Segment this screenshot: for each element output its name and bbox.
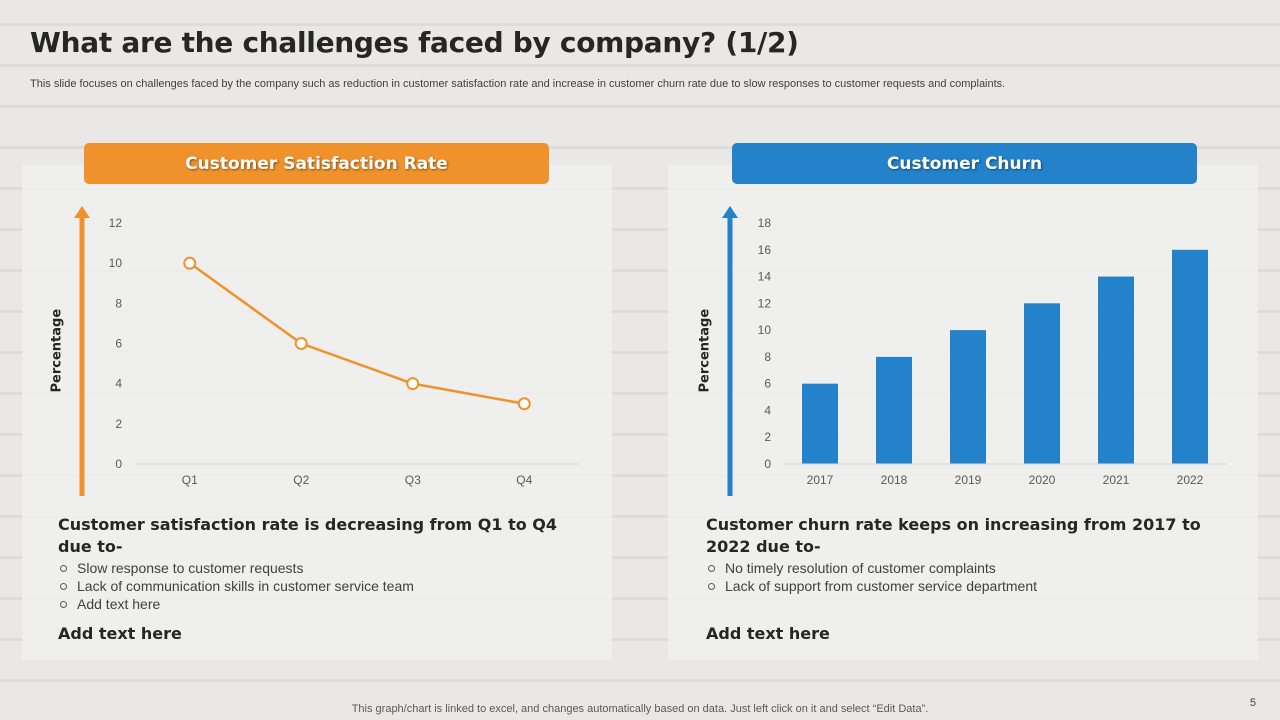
- data-point: [294, 337, 308, 350]
- slide-title: What are the challenges faced by company…: [30, 26, 799, 59]
- y-tick-label: 0: [115, 457, 122, 471]
- satisfaction-header: Customer Satisfaction Rate: [84, 143, 549, 184]
- right-bullet-text: Lack of support from customer service de…: [725, 578, 1038, 594]
- left-bullet-list: Slow response to customer requests Lack o…: [58, 559, 578, 613]
- left-bullet-item: Slow response to customer requests: [58, 559, 578, 577]
- right-axis-arrow: [722, 206, 738, 496]
- right-y-axis-label: Percentage: [697, 308, 713, 393]
- left-bullet-item: Lack of communication skills in customer…: [58, 577, 578, 595]
- x-tick-label: Q1: [182, 473, 198, 487]
- left-add-text[interactable]: Add text here: [58, 624, 182, 643]
- churn-header: Customer Churn: [732, 143, 1197, 184]
- x-tick-label: Q3: [405, 473, 421, 487]
- right-summary: Customer churn rate keeps on increasing …: [706, 515, 1201, 556]
- data-point: [517, 397, 531, 411]
- bullet-circle-icon: [708, 565, 715, 572]
- left-panel: [22, 165, 612, 660]
- left-bullet-item: Add text here: [58, 595, 578, 613]
- data-point: [406, 377, 420, 391]
- left-summary: Customer satisfaction rate is decreasing…: [58, 515, 558, 556]
- page-number: 5: [1249, 697, 1256, 709]
- y-tick-label: 8: [115, 296, 122, 310]
- left-bullet-text: Lack of communication skills in customer…: [77, 578, 414, 594]
- bullet-circle-icon: [708, 583, 715, 590]
- left-bullet-text: Add text here: [77, 596, 161, 612]
- y-tick-label: 10: [109, 256, 123, 270]
- right-add-text[interactable]: Add text here: [706, 624, 830, 643]
- footer-note: This graph/chart is linked to excel, and…: [351, 703, 929, 715]
- slide-subtitle: This slide focuses on challenges faced b…: [30, 78, 1006, 90]
- x-tick-label: Q4: [516, 473, 532, 487]
- y-tick-label: 4: [115, 377, 122, 391]
- bullet-circle-icon: [60, 565, 67, 572]
- y-tick-label: 6: [115, 337, 122, 351]
- left-axis-arrow: [74, 206, 90, 496]
- y-tick-label: 2: [115, 417, 122, 431]
- series-line: [189, 262, 525, 405]
- right-bullet-item: Lack of support from customer service de…: [706, 577, 1226, 595]
- bullet-circle-icon: [60, 583, 67, 590]
- bullet-circle-icon: [60, 601, 67, 608]
- right-bullet-item: No timely resolution of customer complai…: [706, 559, 1226, 577]
- y-tick-label: 12: [109, 216, 123, 230]
- x-tick-label: Q2: [293, 473, 309, 487]
- data-point: [183, 256, 197, 270]
- right-bullet-list: No timely resolution of customer complai…: [706, 559, 1226, 595]
- left-bullet-text: Slow response to customer requests: [77, 560, 304, 576]
- right-bullet-text: No timely resolution of customer complai…: [725, 560, 996, 576]
